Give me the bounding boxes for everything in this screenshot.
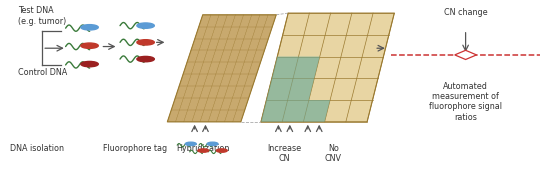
Circle shape (81, 25, 98, 30)
Text: Automated
measurement of
fluorophore signal
ratios: Automated measurement of fluorophore sig… (429, 82, 502, 122)
Polygon shape (261, 13, 394, 122)
Text: No
CNV: No CNV (325, 143, 342, 163)
Polygon shape (261, 100, 288, 122)
Circle shape (137, 56, 154, 62)
Circle shape (81, 61, 98, 67)
Polygon shape (288, 78, 315, 100)
Polygon shape (455, 50, 476, 60)
Polygon shape (293, 57, 320, 78)
Circle shape (81, 43, 98, 48)
Polygon shape (304, 100, 330, 122)
Polygon shape (266, 78, 293, 100)
Circle shape (137, 23, 154, 28)
Circle shape (137, 40, 154, 45)
Text: CN change: CN change (444, 8, 487, 17)
Text: Hybridization: Hybridization (176, 143, 229, 152)
Circle shape (198, 149, 209, 152)
Text: DNA isolation: DNA isolation (10, 143, 64, 152)
Polygon shape (167, 15, 276, 122)
Circle shape (217, 149, 227, 152)
Text: Fluorophore tag: Fluorophore tag (103, 143, 167, 152)
Polygon shape (282, 100, 309, 122)
Polygon shape (272, 57, 299, 78)
Text: Control DNA: Control DNA (18, 68, 67, 77)
Text: Test DNA
(e.g. tumor): Test DNA (e.g. tumor) (18, 6, 66, 26)
Text: Increase
CN: Increase CN (267, 143, 301, 163)
Circle shape (207, 142, 218, 146)
Circle shape (185, 142, 196, 146)
